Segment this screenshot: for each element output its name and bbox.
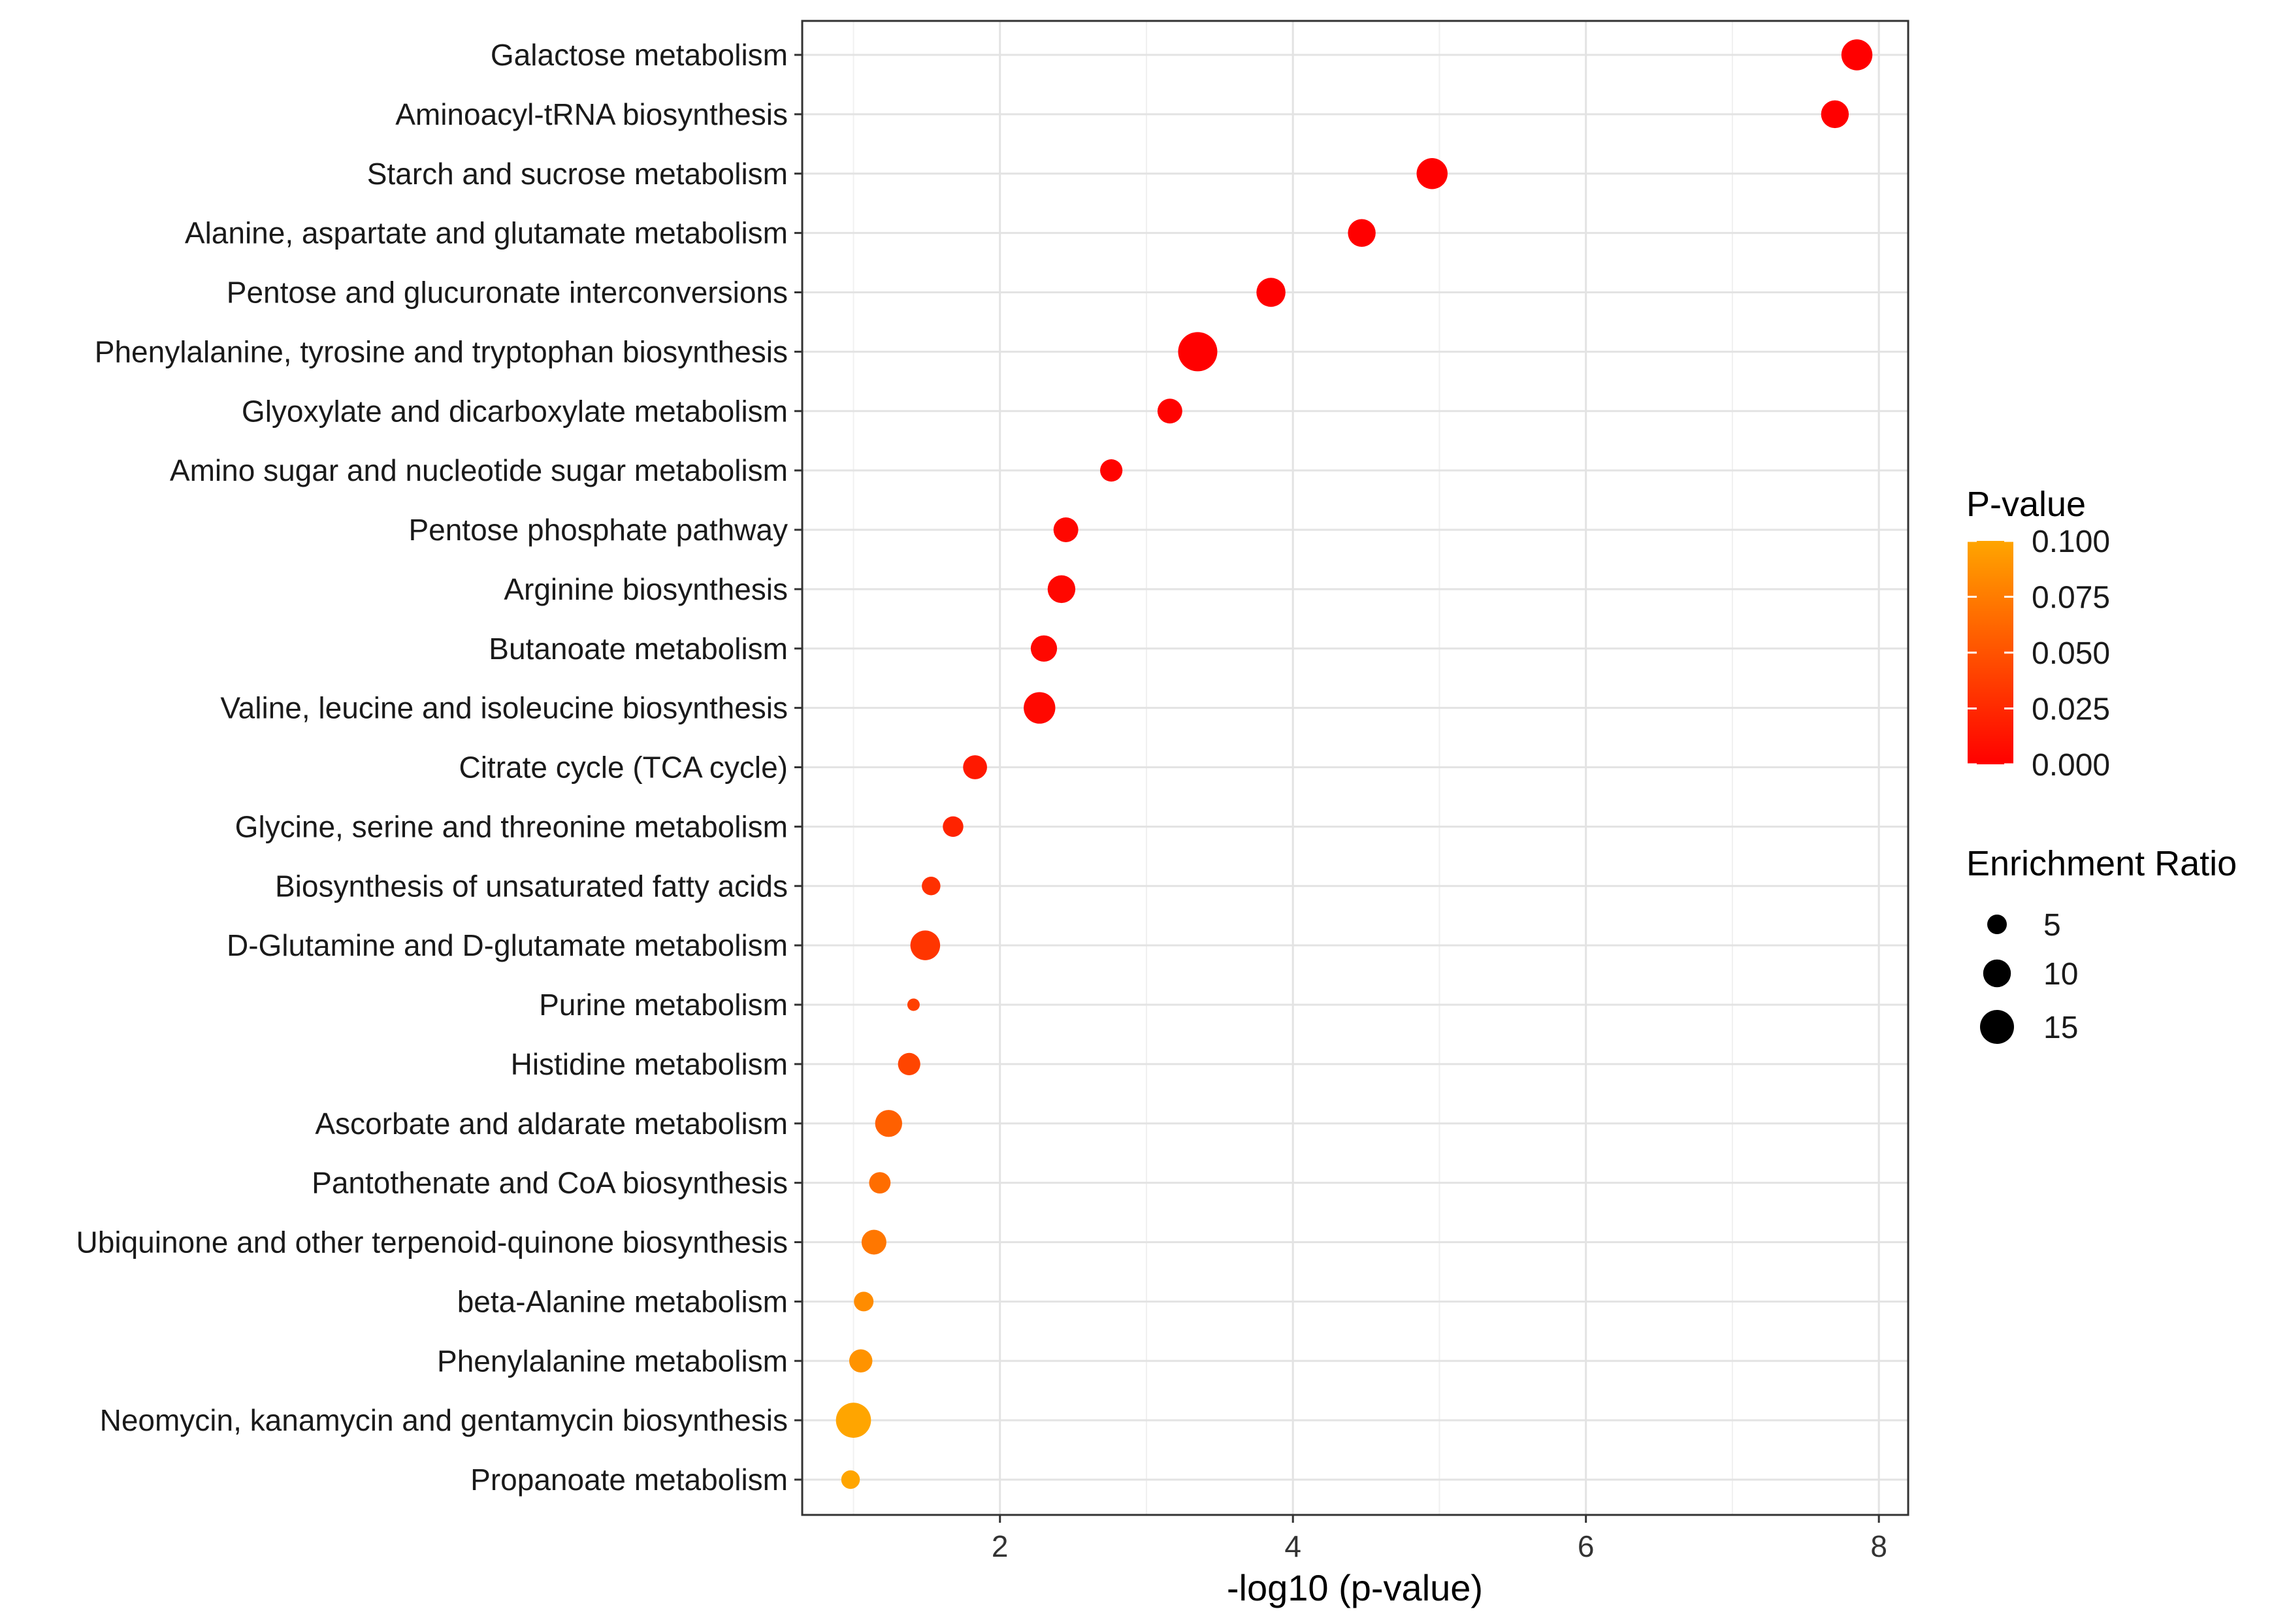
data-point xyxy=(907,998,920,1011)
y-tick-label: Purine metabolism xyxy=(539,988,788,1022)
y-axis: Galactose metabolism Aminoacyl-tRNA biosy… xyxy=(76,38,802,1497)
data-point xyxy=(841,1470,860,1489)
data-point xyxy=(898,1052,920,1075)
y-tick-label: Phenylalanine, tyrosine and tryptophan b… xyxy=(95,334,788,368)
data-point xyxy=(1047,575,1076,604)
y-tick-label: D-Glutamine and D-glutamate metabolism xyxy=(227,928,788,962)
data-point xyxy=(861,1229,886,1255)
x-axis: 2 4 6 8 xyxy=(992,1515,1887,1563)
size-legend-label: 10 xyxy=(2043,957,2078,992)
y-tick-label: Alanine, aspartate and glutamate metabol… xyxy=(185,216,788,250)
grid xyxy=(802,21,1908,1515)
color-legend-label: 0.050 xyxy=(2032,636,2110,671)
x-axis-label: -log10 (p-value) xyxy=(1227,1567,1483,1608)
color-legend-title: P-value xyxy=(1966,485,2086,524)
data-point xyxy=(1100,459,1123,482)
data-point xyxy=(910,930,941,960)
data-point xyxy=(1348,219,1376,247)
y-tick-label: Pentose phosphate pathway xyxy=(408,513,788,547)
color-legend-label: 0.025 xyxy=(2032,692,2110,727)
y-tick-label: Arginine biosynthesis xyxy=(504,572,788,606)
size-legend-key xyxy=(1983,959,2011,988)
y-tick-label: beta-Alanine metabolism xyxy=(457,1284,788,1318)
data-point xyxy=(1821,100,1849,129)
x-tick-label: 2 xyxy=(992,1529,1009,1563)
size-legend-title: Enrichment Ratio xyxy=(1966,844,2237,883)
size-legend-label: 15 xyxy=(2043,1011,2078,1045)
data-point xyxy=(1841,39,1873,71)
y-tick-label: Histidine metabolism xyxy=(511,1047,788,1081)
data-point xyxy=(943,816,964,837)
data-point xyxy=(875,1110,902,1137)
x-tick-label: 8 xyxy=(1870,1529,1887,1563)
y-tick-label: Starch and sucrose metabolism xyxy=(367,157,788,191)
y-tick-label: Glyoxylate and dicarboxylate metabolism xyxy=(242,394,788,428)
y-tick-label: Pentose and glucuronate interconversions xyxy=(227,276,788,310)
y-tick-label: Galactose metabolism xyxy=(491,38,788,72)
data-point xyxy=(1178,332,1218,372)
y-tick-label: Pantothenate and CoA biosynthesis xyxy=(312,1166,788,1200)
y-tick-label: Aminoacyl-tRNA biosynthesis xyxy=(395,97,788,131)
y-tick-label: Butanoate metabolism xyxy=(489,632,788,666)
y-tick-label: Biosynthesis of unsaturated fatty acids xyxy=(275,869,788,903)
size-legend-key xyxy=(1980,1010,2014,1044)
data-points xyxy=(836,39,1873,1489)
y-tick-label: Citrate cycle (TCA cycle) xyxy=(459,751,788,785)
y-tick-label: Valine, leucine and isoleucine biosynthe… xyxy=(220,691,788,725)
y-tick-label: Neomycin, kanamycin and gentamycin biosy… xyxy=(100,1403,788,1437)
y-tick-label: Ascorbate and aldarate metabolism xyxy=(315,1107,788,1141)
data-point xyxy=(922,877,941,896)
data-point xyxy=(869,1172,891,1194)
color-legend-label: 0.000 xyxy=(2032,748,2110,783)
x-tick-label: 4 xyxy=(1284,1529,1301,1563)
data-point xyxy=(854,1291,874,1312)
x-tick-label: 6 xyxy=(1578,1529,1595,1563)
y-tick-label: Glycine, serine and threonine metabolism xyxy=(235,809,788,843)
data-point xyxy=(1024,692,1056,724)
y-tick-label: Ubiquinone and other terpenoid-quinone b… xyxy=(76,1226,788,1259)
data-point xyxy=(1157,398,1182,424)
data-point xyxy=(963,755,987,779)
size-legend-label: 5 xyxy=(2043,908,2061,943)
data-point xyxy=(1416,158,1448,189)
y-tick-label: Phenylalanine metabolism xyxy=(437,1344,788,1378)
data-point xyxy=(1053,517,1079,542)
y-tick-label: Propanoate metabolism xyxy=(470,1463,788,1497)
data-point xyxy=(836,1403,871,1438)
data-point xyxy=(1030,635,1058,662)
y-tick-label: Amino sugar and nucleotide sugar metabol… xyxy=(170,453,788,487)
data-point xyxy=(1256,278,1286,307)
color-legend-label: 0.100 xyxy=(2032,525,2110,559)
color-legend-label: 0.075 xyxy=(2032,581,2110,615)
data-point xyxy=(849,1349,873,1372)
size-legend-key xyxy=(1987,915,2007,934)
